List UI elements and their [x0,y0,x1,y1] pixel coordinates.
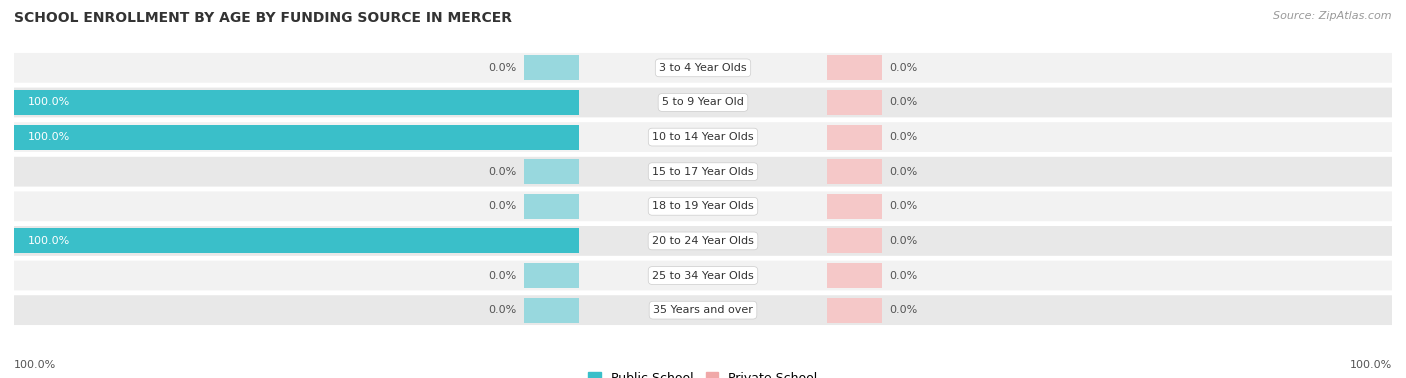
Bar [827,125,882,150]
Text: 0.0%: 0.0% [489,305,517,315]
Text: 0.0%: 0.0% [489,167,517,177]
Bar [524,194,579,219]
Bar [827,228,882,253]
Bar [524,298,579,322]
Bar [827,56,882,80]
Text: 100.0%: 100.0% [14,361,56,370]
Text: 20 to 24 Year Olds: 20 to 24 Year Olds [652,236,754,246]
FancyBboxPatch shape [14,226,1392,256]
Bar [827,90,882,115]
FancyBboxPatch shape [14,88,1392,117]
Bar [524,56,579,80]
Text: 0.0%: 0.0% [889,98,917,107]
Text: 0.0%: 0.0% [889,305,917,315]
Legend: Public School, Private School: Public School, Private School [583,367,823,378]
Text: 0.0%: 0.0% [489,201,517,211]
Bar [14,228,579,253]
Text: 0.0%: 0.0% [889,201,917,211]
Text: 5 to 9 Year Old: 5 to 9 Year Old [662,98,744,107]
Text: SCHOOL ENROLLMENT BY AGE BY FUNDING SOURCE IN MERCER: SCHOOL ENROLLMENT BY AGE BY FUNDING SOUR… [14,11,512,25]
Text: 10 to 14 Year Olds: 10 to 14 Year Olds [652,132,754,142]
FancyBboxPatch shape [14,191,1392,221]
FancyBboxPatch shape [14,122,1392,152]
Text: 18 to 19 Year Olds: 18 to 19 Year Olds [652,201,754,211]
Bar [827,194,882,219]
Bar [827,298,882,322]
Text: 0.0%: 0.0% [889,132,917,142]
Bar [524,159,579,184]
Bar [14,90,579,115]
FancyBboxPatch shape [14,53,1392,83]
Text: 100.0%: 100.0% [28,98,70,107]
Text: 0.0%: 0.0% [889,236,917,246]
Text: 35 Years and over: 35 Years and over [652,305,754,315]
Text: 100.0%: 100.0% [28,132,70,142]
Bar [827,263,882,288]
Text: 0.0%: 0.0% [889,271,917,280]
Bar [524,263,579,288]
Text: 3 to 4 Year Olds: 3 to 4 Year Olds [659,63,747,73]
Text: 100.0%: 100.0% [28,236,70,246]
Text: 0.0%: 0.0% [489,63,517,73]
Bar [827,159,882,184]
FancyBboxPatch shape [14,157,1392,187]
Text: 100.0%: 100.0% [1350,361,1392,370]
Bar [14,125,579,150]
Text: Source: ZipAtlas.com: Source: ZipAtlas.com [1274,11,1392,21]
FancyBboxPatch shape [14,295,1392,325]
FancyBboxPatch shape [14,261,1392,290]
Text: 25 to 34 Year Olds: 25 to 34 Year Olds [652,271,754,280]
Text: 15 to 17 Year Olds: 15 to 17 Year Olds [652,167,754,177]
Text: 0.0%: 0.0% [889,167,917,177]
Text: 0.0%: 0.0% [889,63,917,73]
Text: 0.0%: 0.0% [489,271,517,280]
